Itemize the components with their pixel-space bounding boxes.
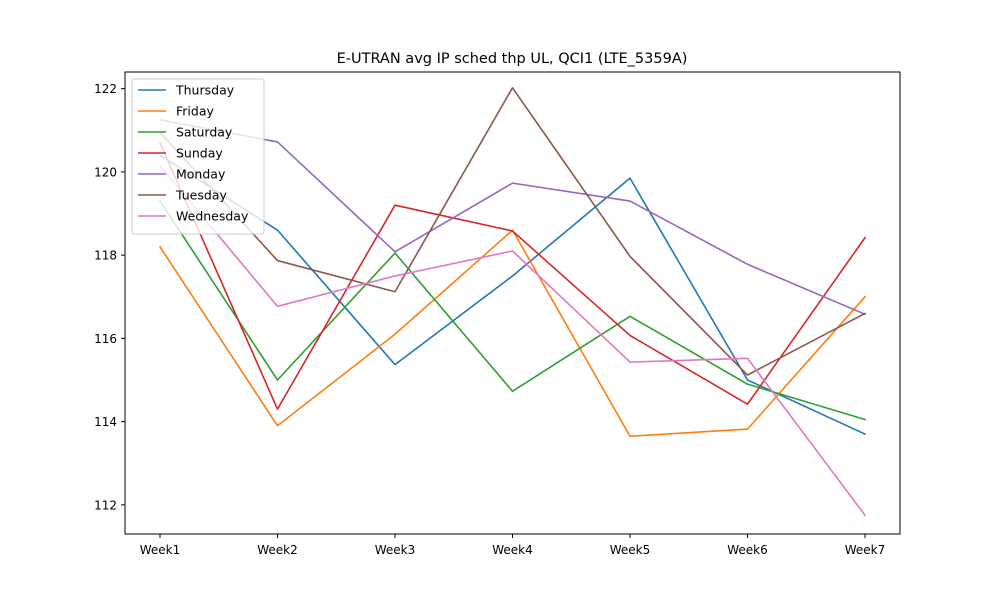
legend-label-thursday: Thursday bbox=[175, 83, 235, 98]
y-tick-label: 112 bbox=[94, 498, 117, 512]
series-line-thursday bbox=[158, 154, 867, 436]
series-line-monday bbox=[159, 118, 867, 316]
x-axis: Week1 Week2 Week3 Week4 Week5 Week6 Week7 bbox=[140, 534, 886, 557]
y-tick-label: 116 bbox=[94, 332, 117, 346]
y-tick-label: 120 bbox=[94, 165, 117, 179]
series-line-wednesday bbox=[158, 164, 867, 517]
legend-label-wednesday: Wednesday bbox=[176, 209, 249, 224]
legend-label-monday: Monday bbox=[176, 167, 226, 182]
x-tick-label: Week4 bbox=[492, 543, 533, 557]
series-line-friday bbox=[158, 229, 867, 437]
legend-label-friday: Friday bbox=[176, 104, 214, 119]
legend-label-saturday: Saturday bbox=[176, 125, 233, 140]
series-line-saturday bbox=[158, 199, 866, 421]
y-tick-label: 114 bbox=[94, 415, 117, 429]
series-layer bbox=[158, 87, 867, 517]
legend-label-sunday: Sunday bbox=[176, 146, 223, 161]
series-line-tuesday bbox=[158, 87, 867, 376]
y-tick-label: 122 bbox=[94, 82, 117, 96]
x-tick-label: Week7 bbox=[845, 543, 886, 557]
y-tick-label: 118 bbox=[94, 249, 117, 263]
legend-label-tuesday: Tuesday bbox=[175, 188, 227, 203]
x-tick-label: Week1 bbox=[140, 543, 181, 557]
x-tick-label: Week5 bbox=[610, 543, 651, 557]
legend: Thursday Friday Saturday Sunday Monday Tuesda… bbox=[131, 78, 265, 235]
x-tick-label: Week3 bbox=[375, 543, 416, 557]
x-tick-label: Week6 bbox=[727, 543, 768, 557]
y-axis: 112 114 116 118 120 122 bbox=[94, 82, 125, 512]
chart-title: E-UTRAN avg IP sched thp UL, QCI1 (LTE_5… bbox=[337, 51, 688, 67]
x-tick-label: Week2 bbox=[257, 543, 298, 557]
series-line-sunday bbox=[158, 141, 867, 410]
